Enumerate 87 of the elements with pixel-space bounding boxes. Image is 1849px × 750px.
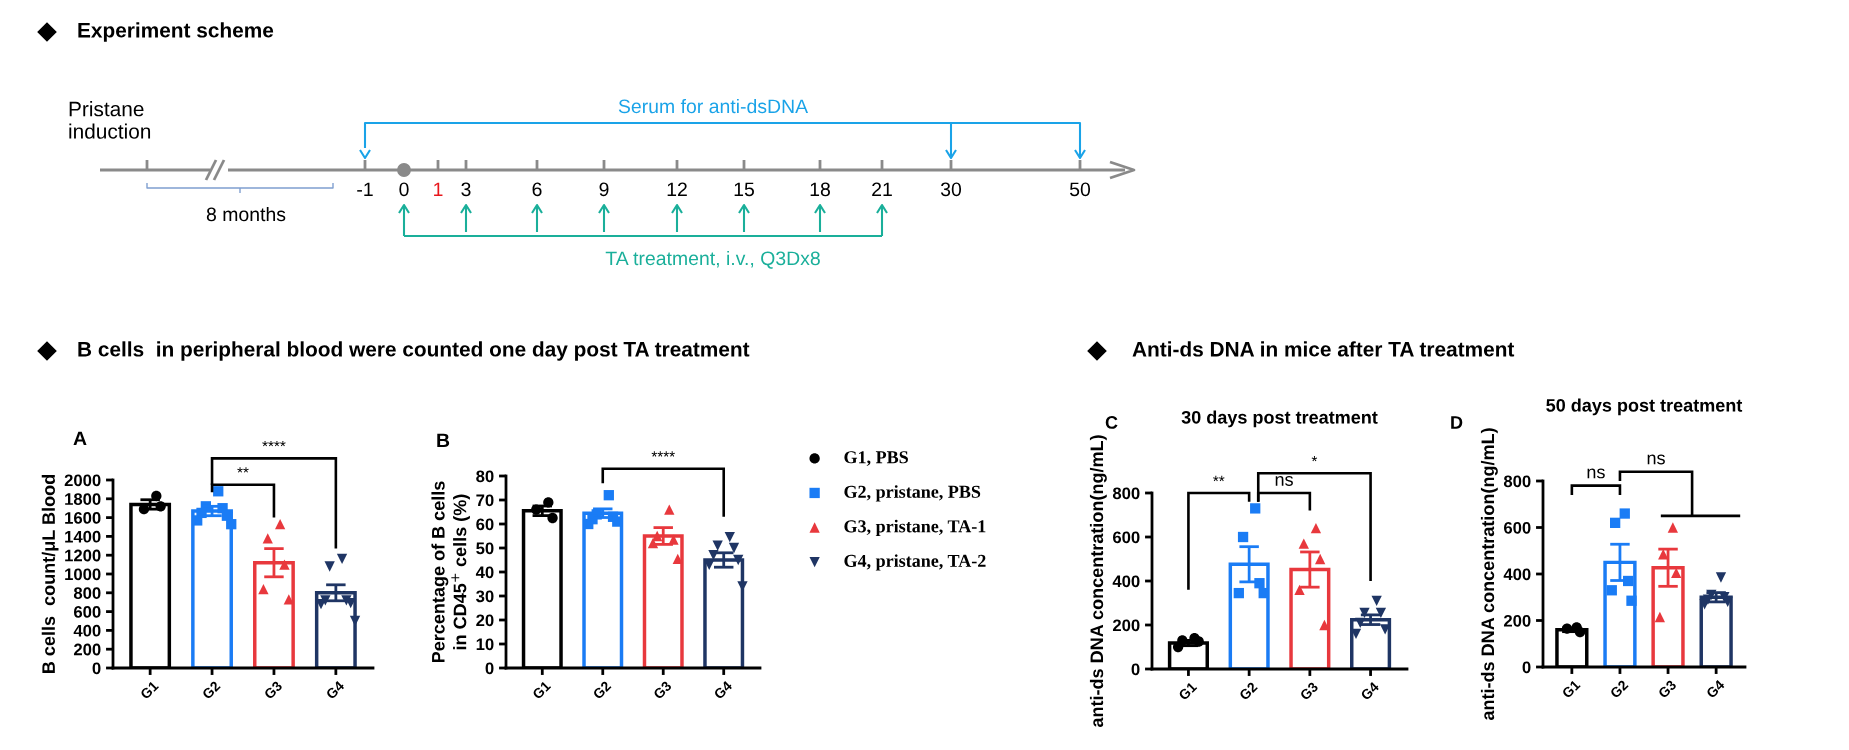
text: B	[437, 433, 450, 448]
text: 50	[1069, 182, 1091, 197]
text: 0	[399, 182, 409, 197]
y-tick-label: 1400	[65, 530, 101, 543]
y-tick-label: 1800	[65, 493, 101, 505]
x-tick-label: G2	[201, 680, 221, 700]
text: Serum for anti-dsDNA	[618, 98, 809, 114]
x-tick-label: G4	[1360, 681, 1380, 701]
y-axis-title: anti-ds DNA concentration(ng/mL)	[1089, 435, 1107, 728]
y-tick-label: 1200	[65, 549, 101, 562]
x-tick-label: G1	[1177, 681, 1198, 701]
y-tick-label: 70	[476, 494, 494, 507]
text: C	[1105, 416, 1118, 429]
y-tick-label: 40	[475, 566, 494, 579]
text: 30	[940, 182, 962, 197]
y-tick-label: 0	[485, 662, 494, 675]
text: Pristane induction	[69, 101, 151, 139]
y-tick-label: 1000	[65, 568, 101, 581]
x-tick-label: G3	[1299, 681, 1319, 701]
y-tick-label: 0	[92, 662, 101, 675]
x-tick-label: G4	[325, 680, 345, 700]
y-tick-label: 50	[476, 542, 494, 555]
y-tick-label: 200	[1112, 619, 1140, 632]
y-axis-title: anti-ds DNA concentration(ng/mL)	[1480, 428, 1498, 721]
legend-label: G3, pristane, TA-1	[844, 519, 986, 537]
text: 1	[434, 182, 443, 197]
x-tick-label: G4	[713, 680, 733, 700]
y-axis-title: Percentage of B cells in CD45$^{+}$ cells (%)	[431, 481, 470, 663]
x-tick-label: G3	[1657, 679, 1677, 699]
text: *	[1311, 456, 1318, 462]
y-tick-label: 600	[1113, 531, 1140, 544]
x-tick-label: G4	[1705, 679, 1726, 699]
y-tick-label: 600	[1504, 521, 1531, 534]
y-tick-label: 400	[1112, 575, 1140, 588]
x-tick-label: G3	[263, 680, 283, 700]
legend-label: G4, pristane, TA-2	[844, 554, 986, 571]
y-tick-label: 10	[476, 638, 494, 651]
y-tick-label: 20	[476, 614, 494, 627]
text: ns	[1647, 454, 1665, 465]
text: 12	[667, 182, 687, 197]
y-tick-label: 400	[1503, 568, 1531, 581]
x-tick-label: G1	[139, 680, 160, 700]
y-tick-label: 600	[74, 606, 101, 618]
x-tick-label: G2	[1609, 679, 1629, 699]
x-tick-label: G2	[1238, 681, 1258, 701]
y-tick-label: 400	[73, 624, 101, 637]
text: 21	[872, 182, 892, 197]
legend-label: G1, PBS	[844, 451, 908, 466]
y-tick-label: 2000	[64, 474, 101, 487]
text: **	[237, 467, 249, 473]
text: 8 months	[206, 206, 286, 222]
y-tick-label: 60	[476, 518, 494, 531]
legend-label: G2, pristane, PBS	[844, 485, 981, 502]
y-axis-title: B cells count/μL Blood	[41, 475, 59, 673]
y-tick-label: 200	[73, 643, 101, 656]
text: 18	[810, 182, 830, 197]
y-tick-label: 800	[73, 587, 101, 599]
text: **	[1213, 475, 1225, 482]
x-tick-label: G1	[1561, 679, 1581, 699]
text: B cells in peripheral blood were counted one day post TA treatment	[78, 341, 750, 361]
text: TA treatment, i.v., Q3Dx8	[605, 250, 820, 269]
text: Experiment scheme	[78, 22, 274, 42]
chart-title: 30 days post treatment	[1181, 410, 1378, 428]
y-tick-label: 1600	[65, 512, 101, 524]
y-tick-label: 80	[476, 470, 494, 483]
x-tick-label: G2	[592, 680, 612, 700]
y-tick-label: 30	[476, 590, 494, 603]
text: 9	[599, 182, 609, 197]
y-tick-label: 800	[1112, 487, 1140, 500]
y-tick-label: 800	[1503, 475, 1531, 488]
text: A	[73, 431, 87, 446]
text: ****	[262, 440, 286, 447]
y-tick-label: 200	[1503, 614, 1531, 627]
text: Anti-ds DNA in mice after TA treatment	[1132, 341, 1515, 357]
x-tick-label: G3	[652, 680, 673, 700]
text: 3	[461, 182, 471, 197]
y-tick-label: 0	[1131, 663, 1140, 676]
text: D	[1451, 416, 1463, 429]
text: 6	[532, 182, 542, 197]
text: -1	[357, 182, 373, 197]
text: ns	[1587, 468, 1605, 479]
y-tick-label: 0	[1522, 661, 1531, 674]
text: ns	[1275, 476, 1293, 486]
text: ****	[651, 451, 675, 457]
x-tick-label: G1	[531, 680, 552, 700]
text: 15	[734, 182, 754, 197]
chart-title: 50 days post treatment	[1546, 398, 1743, 416]
